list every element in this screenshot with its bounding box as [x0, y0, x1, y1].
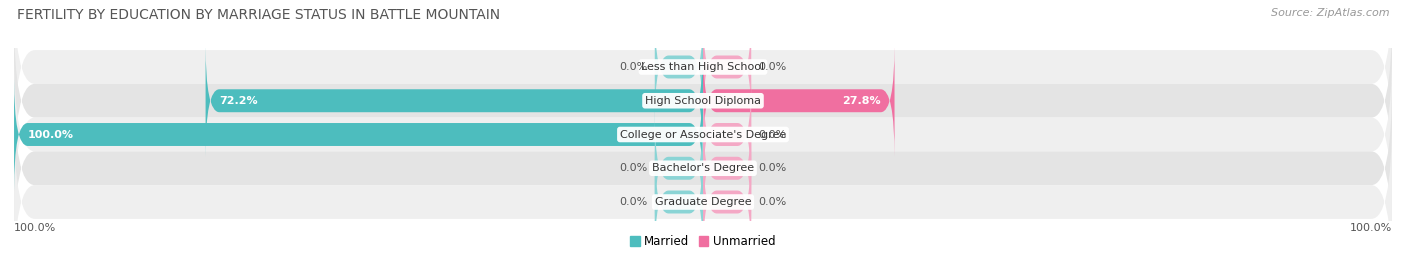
Legend: Married, Unmarried: Married, Unmarried — [626, 230, 780, 253]
Text: Source: ZipAtlas.com: Source: ZipAtlas.com — [1271, 8, 1389, 18]
FancyBboxPatch shape — [703, 112, 751, 224]
Text: 0.0%: 0.0% — [758, 163, 786, 173]
Text: 0.0%: 0.0% — [758, 197, 786, 207]
Text: 0.0%: 0.0% — [620, 163, 648, 173]
FancyBboxPatch shape — [703, 45, 894, 157]
FancyBboxPatch shape — [703, 11, 751, 123]
Text: 0.0%: 0.0% — [758, 62, 786, 72]
FancyBboxPatch shape — [655, 11, 703, 123]
Text: College or Associate's Degree: College or Associate's Degree — [620, 129, 786, 140]
Text: FERTILITY BY EDUCATION BY MARRIAGE STATUS IN BATTLE MOUNTAIN: FERTILITY BY EDUCATION BY MARRIAGE STATU… — [17, 8, 501, 22]
Text: 72.2%: 72.2% — [219, 96, 257, 106]
FancyBboxPatch shape — [14, 0, 1392, 151]
FancyBboxPatch shape — [14, 84, 1392, 253]
Text: 0.0%: 0.0% — [620, 62, 648, 72]
Text: 100.0%: 100.0% — [28, 129, 75, 140]
FancyBboxPatch shape — [703, 79, 751, 190]
Text: 100.0%: 100.0% — [1350, 223, 1392, 233]
Text: 100.0%: 100.0% — [14, 223, 56, 233]
Text: 27.8%: 27.8% — [842, 96, 880, 106]
Text: Bachelor's Degree: Bachelor's Degree — [652, 163, 754, 173]
FancyBboxPatch shape — [655, 112, 703, 224]
Text: Graduate Degree: Graduate Degree — [655, 197, 751, 207]
FancyBboxPatch shape — [14, 50, 1392, 219]
Text: High School Diploma: High School Diploma — [645, 96, 761, 106]
FancyBboxPatch shape — [14, 16, 1392, 185]
FancyBboxPatch shape — [655, 146, 703, 258]
FancyBboxPatch shape — [14, 79, 703, 190]
Text: Less than High School: Less than High School — [641, 62, 765, 72]
FancyBboxPatch shape — [205, 45, 703, 157]
Text: 0.0%: 0.0% — [758, 129, 786, 140]
FancyBboxPatch shape — [703, 146, 751, 258]
Text: 0.0%: 0.0% — [620, 197, 648, 207]
FancyBboxPatch shape — [14, 118, 1392, 269]
